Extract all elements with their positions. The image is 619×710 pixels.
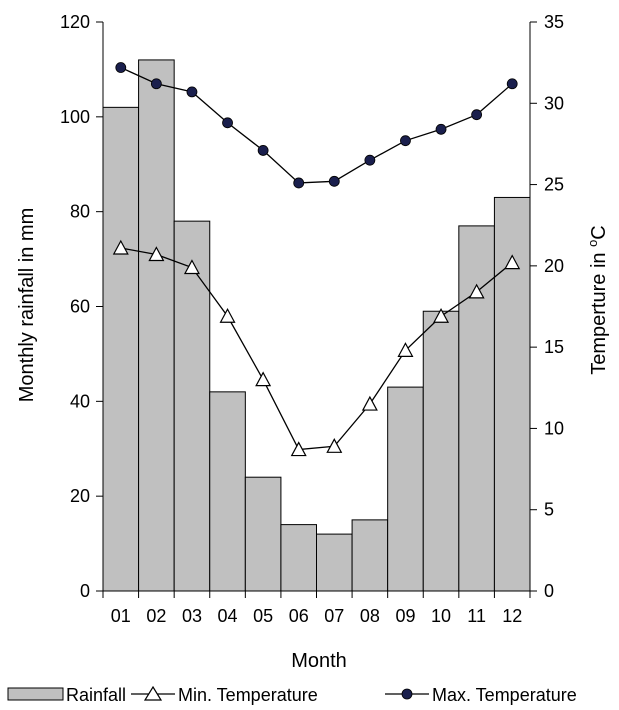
rainfall-bars [102, 59, 531, 592]
left-tick-label-60: 60 [70, 297, 90, 317]
min-temperature-point-02 [148, 246, 165, 262]
x-tick-label-11: 11 [467, 606, 486, 626]
rainfall-bar-07 [316, 533, 353, 592]
x-tick-label-01: 01 [111, 606, 131, 626]
rainfall-bar-05 [244, 476, 282, 592]
min-temperature-point-12 [504, 254, 521, 270]
x-tick-label-10: 10 [431, 606, 451, 626]
rainfall-bar-03 [173, 220, 211, 592]
rainfall-bar-04 [209, 391, 246, 592]
min-temperature-point-05 [255, 371, 272, 387]
legend-max-temperature-label: Max. Temperature [432, 685, 577, 705]
legend: Rainfall Min. Temperature Max. Temperatu… [7, 685, 577, 705]
max-temperature-point-06 [293, 177, 305, 189]
rainfall-bar-11 [458, 225, 495, 592]
x-tick-label-12: 12 [502, 606, 522, 626]
x-tick-label-08: 08 [360, 606, 380, 626]
min-temperature-line [120, 247, 513, 451]
max-temperature-point-12 [506, 78, 518, 90]
min-temperature-point-11 [468, 283, 485, 299]
min-temperature-point-06 [290, 441, 307, 457]
left-tick-label-20: 20 [70, 486, 90, 506]
temperature-markers [112, 62, 521, 457]
min-temperature-point-03 [183, 259, 200, 275]
min-temperature-point-10 [433, 307, 450, 323]
max-temperature-point-11 [471, 109, 483, 121]
rainfall-bar-09 [387, 386, 424, 592]
max-temperature-point-03 [186, 86, 198, 98]
axes [96, 21, 537, 598]
left-tick-label-100: 100 [60, 107, 90, 127]
max-temperature-point-10 [435, 123, 447, 135]
max-temperature-point-01 [115, 62, 127, 73]
legend-min-temperature-marker [143, 685, 163, 701]
x-tick-label-03: 03 [182, 606, 202, 626]
rainfall-bar-06 [280, 524, 317, 592]
right-tick-label-15: 15 [544, 337, 564, 357]
right-tick-label-35: 35 [544, 12, 564, 32]
max-temperature-point-08 [364, 154, 376, 166]
max-temperature-point-04 [222, 117, 233, 129]
rainfall-bar-02 [138, 59, 175, 592]
x-tick-label-09: 09 [395, 606, 415, 626]
max-temperature-point-02 [150, 78, 162, 90]
left-tick-label-0: 0 [80, 581, 90, 601]
y2-axis-title: Temperture in oC [585, 225, 610, 375]
max-temperature-line [120, 66, 513, 184]
x-axis-title: Month [291, 650, 347, 672]
legend-rainfall-swatch [7, 687, 64, 701]
max-temperature-point-07 [328, 175, 340, 187]
y2-axis-title-unit: C [588, 225, 610, 239]
min-temperature-point-07 [326, 438, 343, 453]
legend-min-temperature-label: Min. Temperature [178, 685, 318, 705]
min-temperature-point-09 [397, 342, 414, 357]
y2-axis-title-main: Temperture in [588, 247, 610, 375]
right-tick-label-0: 0 [544, 581, 554, 601]
x-tick-label-04: 04 [218, 606, 238, 626]
rainfall-bar-01 [102, 106, 140, 592]
x-tick-label-06: 06 [289, 606, 309, 626]
max-temperature-point-09 [400, 135, 411, 147]
right-tick-label-5: 5 [544, 500, 554, 520]
left-tick-label-120: 120 [60, 12, 90, 32]
x-tick-label-02: 02 [146, 606, 166, 626]
legend-rainfall-label: Rainfall [66, 685, 126, 705]
min-temperature-point-08 [361, 395, 378, 411]
legend-max-temperature-marker [401, 688, 413, 700]
x-tick-label-07: 07 [324, 606, 344, 626]
max-temperature-point-05 [257, 145, 269, 156]
left-tick-label-80: 80 [70, 202, 90, 222]
y-axis-title: Monthly rainfall in mm [16, 208, 38, 403]
right-tick-label-25: 25 [544, 175, 564, 195]
right-tick-label-20: 20 [544, 256, 564, 276]
min-temperature-point-04 [219, 307, 236, 323]
rainfall-bar-08 [351, 519, 389, 592]
min-temperature-point-01 [112, 239, 129, 255]
x-tick-label-05: 05 [253, 606, 273, 626]
right-tick-label-30: 30 [544, 93, 564, 113]
y2-axis-title-degree: o [585, 240, 600, 247]
rainfall-bar-10 [422, 310, 460, 592]
temperature-lines [120, 66, 513, 451]
left-tick-label-40: 40 [70, 391, 90, 411]
right-tick-label-10: 10 [544, 418, 564, 438]
